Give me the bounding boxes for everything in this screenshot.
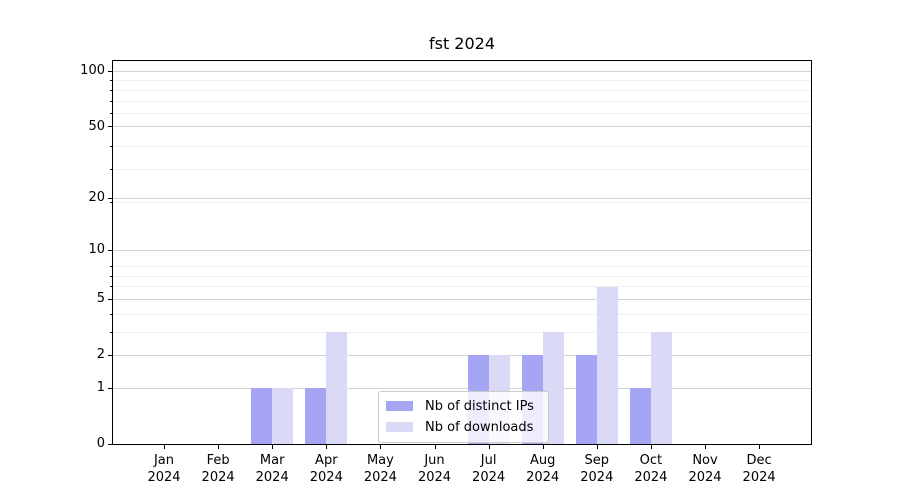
plot-area: Nb of distinct IPs Nb of downloads xyxy=(112,60,812,445)
x-tick-label: Nov 2024 xyxy=(688,453,722,485)
y-tick xyxy=(108,387,112,389)
x-tick xyxy=(596,445,598,449)
y-minor-tick xyxy=(110,286,112,288)
x-tick-label: Mar 2024 xyxy=(255,453,289,485)
y-minor-tick xyxy=(110,275,112,277)
bar-distinct-ips xyxy=(251,388,273,444)
gridline-minor xyxy=(113,286,811,288)
y-minor-tick xyxy=(110,80,112,82)
x-tick xyxy=(488,445,490,449)
y-tick xyxy=(108,354,112,356)
y-tick xyxy=(108,298,112,300)
legend-swatch-distinct-ips-icon xyxy=(386,401,413,411)
bar-downloads xyxy=(650,332,672,444)
bar-downloads xyxy=(272,388,294,444)
x-tick xyxy=(650,445,652,449)
y-minor-tick xyxy=(110,201,112,203)
x-tick xyxy=(272,445,274,449)
x-tick-label: Jun 2024 xyxy=(417,453,452,485)
y-tick-label: 2 xyxy=(96,347,105,363)
gridline-minor xyxy=(113,89,811,91)
y-tick-label: 0 xyxy=(96,436,105,451)
x-tick-label: Aug 2024 xyxy=(526,453,560,485)
gridline-major xyxy=(113,197,811,199)
gridline-major xyxy=(113,354,811,356)
gridline-minor xyxy=(113,113,811,114)
gridline-major xyxy=(113,249,811,251)
legend: Nb of distinct IPs Nb of downloads xyxy=(378,391,549,443)
bar-distinct-ips xyxy=(305,388,327,444)
x-tick-label: Jan 2024 xyxy=(147,453,181,485)
y-tick-label: 100 xyxy=(80,63,105,79)
x-tick-label: May 2024 xyxy=(363,453,397,485)
y-minor-tick xyxy=(110,89,112,91)
x-tick-label: Jul 2024 xyxy=(472,453,506,485)
x-tick-label: Feb 2024 xyxy=(201,453,235,485)
gridline-major xyxy=(113,387,811,389)
y-tick-label: 50 xyxy=(88,118,105,134)
y-tick xyxy=(108,126,112,128)
x-tick-label: Apr 2024 xyxy=(309,453,343,485)
gridline-minor xyxy=(113,80,811,82)
y-tick-label: 20 xyxy=(88,190,105,206)
x-tick xyxy=(705,445,706,449)
x-tick xyxy=(759,445,761,449)
legend-label-downloads: Nb of downloads xyxy=(425,419,534,435)
y-tick-label: 5 xyxy=(96,291,105,307)
x-tick-label: Dec 2024 xyxy=(742,453,776,485)
gridline-major xyxy=(113,298,811,300)
gridline-minor xyxy=(113,266,811,268)
plot-inner xyxy=(113,61,811,444)
x-tick xyxy=(434,445,436,449)
legend-swatch-downloads-icon xyxy=(386,422,413,432)
y-tick xyxy=(108,70,112,72)
gridline-minor xyxy=(113,201,811,203)
gridline-minor xyxy=(113,331,811,333)
x-tick xyxy=(218,445,220,449)
gridline-minor xyxy=(113,313,811,315)
chart-title: fst 2024 xyxy=(428,34,496,53)
y-minor-tick xyxy=(110,331,112,333)
y-minor-tick xyxy=(110,266,112,268)
y-minor-tick xyxy=(110,313,112,315)
gridline-minor xyxy=(113,100,811,102)
legend-label-distinct-ips: Nb of distinct IPs xyxy=(425,398,534,414)
x-tick xyxy=(380,445,382,449)
x-tick xyxy=(542,445,544,449)
gridline-minor xyxy=(113,168,811,170)
y-tick-label: 10 xyxy=(88,242,105,258)
bar-downloads xyxy=(596,286,618,444)
x-tick-label: Sep 2024 xyxy=(580,453,614,485)
gridline-minor xyxy=(113,145,811,147)
bar-distinct-ips xyxy=(575,355,597,444)
x-tick xyxy=(326,445,328,449)
gridline-minor xyxy=(113,275,811,277)
legend-item-downloads: Nb of downloads xyxy=(386,418,539,436)
y-minor-tick xyxy=(110,113,112,114)
bar-distinct-ips xyxy=(629,388,651,444)
y-minor-tick xyxy=(110,145,112,147)
x-tick xyxy=(164,445,165,449)
legend-item-distinct-ips: Nb of distinct IPs xyxy=(386,397,539,415)
x-tick-label: Oct 2024 xyxy=(634,453,668,485)
y-minor-tick xyxy=(110,100,112,102)
gridline-major xyxy=(113,126,811,128)
gridline-major xyxy=(113,70,811,72)
y-tick xyxy=(108,197,112,199)
y-minor-tick xyxy=(110,168,112,170)
bar-downloads xyxy=(326,332,348,444)
y-tick-label: 1 xyxy=(96,380,105,396)
y-tick xyxy=(108,443,112,445)
y-tick xyxy=(108,249,112,251)
